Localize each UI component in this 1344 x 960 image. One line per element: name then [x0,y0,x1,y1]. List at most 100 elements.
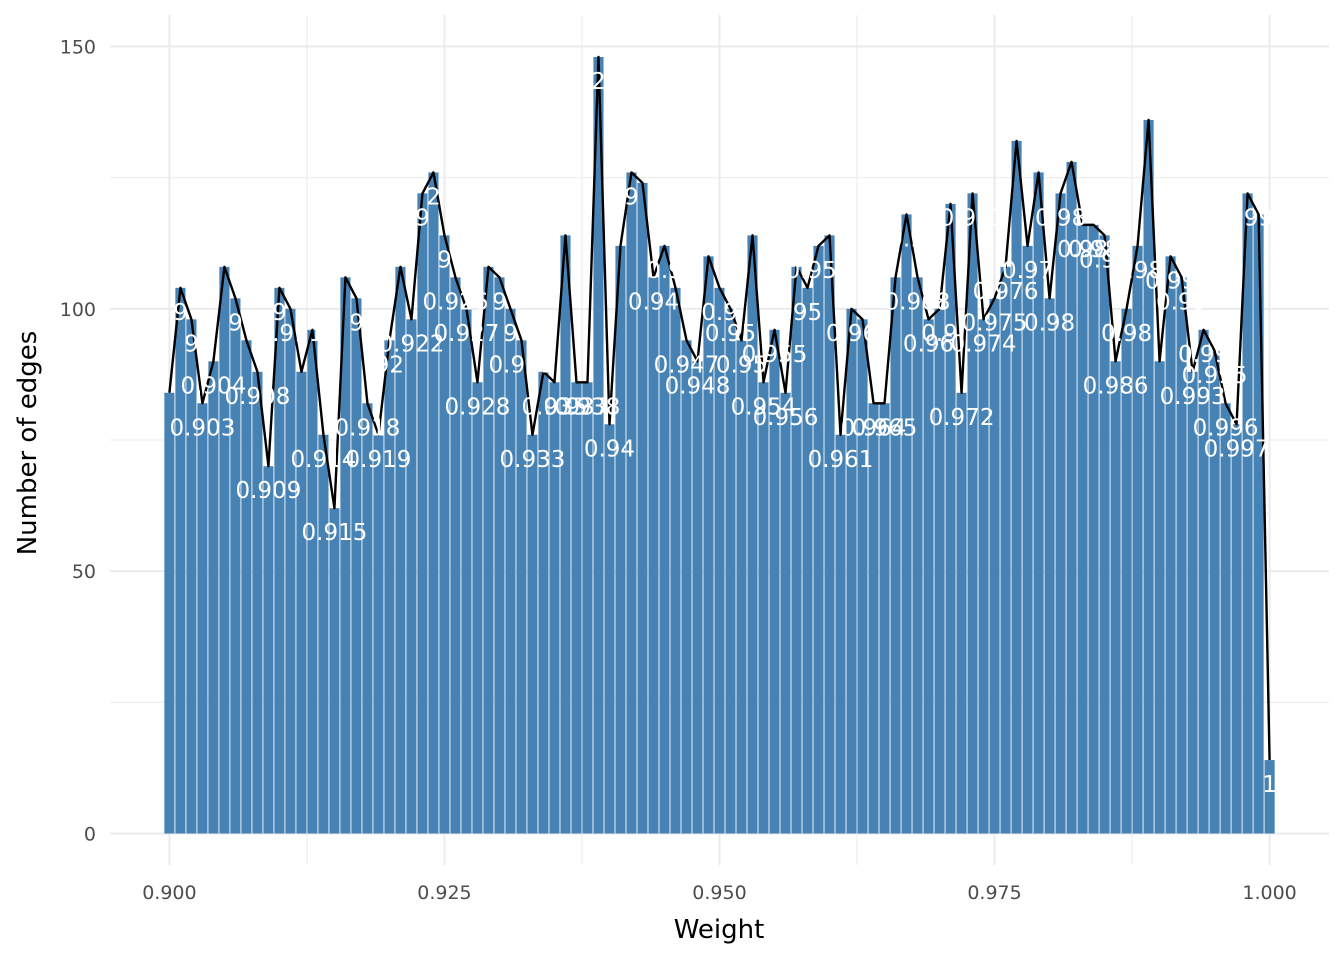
bar-label: 0.98 [1035,205,1086,231]
bar-label: 0.954 [731,394,797,420]
bar [483,266,494,834]
bar-label: 0.9 [646,258,683,284]
bar-label: 0.993 [1160,384,1226,410]
bar [1077,224,1088,834]
bar [285,308,296,834]
x-tick-label: 0.950 [692,882,746,904]
x-tick-label: 0.925 [417,882,471,904]
series-line [168,55,1271,761]
bar-label: 0.95 [716,352,767,378]
bar [758,382,769,834]
bar [1231,424,1242,834]
y-axis-title: Number of edges [13,331,43,556]
bar [1154,361,1165,834]
bar [912,277,923,834]
bar [384,340,395,834]
bar-label: 0.968 [885,289,951,315]
bar-label: 0.98 [1101,321,1152,347]
bar [681,340,692,834]
bar-label: 0.928 [445,394,511,420]
bar [791,266,802,834]
bar [219,266,230,834]
bar [989,298,1000,834]
bar [549,382,560,834]
bar-label: 0.9 [701,300,738,326]
bar-label: 0.972 [929,405,995,431]
bar-label: 0.927 [434,321,500,347]
bar [945,203,956,834]
bar [703,256,714,834]
bar [362,403,373,834]
bar [1000,266,1011,834]
bar-label: 0.909 [235,478,301,504]
bar-label: 0.997 [1204,436,1270,462]
bar [802,287,813,834]
bar-label: 0.96 [903,331,954,357]
bars [164,56,1275,834]
bar-label: 9 [184,331,199,357]
bar-label: 0.99 [1222,205,1273,231]
bar [1165,256,1176,834]
bar [263,466,274,834]
bar [1220,403,1231,834]
bar [318,434,329,834]
bar [560,235,571,834]
bar-label: 0.94 [584,436,635,462]
bar [164,392,175,834]
bar-label: 0.976 [973,279,1039,305]
bar-label: 0.975 [962,310,1028,336]
bar-label: 0.935 [522,394,588,420]
bar [329,508,340,834]
bar [1121,308,1132,834]
bar-label: 0.904 [180,373,246,399]
bar [1198,329,1209,834]
bar [373,434,384,834]
bar-label: 92 [375,352,404,378]
x-axis-title: Weight [674,915,765,945]
bar [494,277,505,834]
bar-label: 0.986 [1083,373,1149,399]
bar [978,319,989,834]
bar [208,361,219,834]
bar [516,340,527,834]
bar [538,371,549,834]
bar [1143,119,1154,834]
bar [1242,193,1253,834]
bar-label: 0.911 [257,321,323,347]
bar-label: 9 [173,300,188,326]
bar [857,319,868,834]
bar-label: 0.933 [500,447,566,473]
bar [439,235,450,834]
bar [1055,193,1066,834]
bar-label: 0.98 [1057,237,1108,263]
bar [1066,161,1077,834]
bar [406,319,417,834]
bar [1088,224,1099,834]
bar [340,277,351,834]
bar-label: 0.915 [302,520,368,546]
bar-label: 0.965 [852,415,918,441]
bar [934,308,945,834]
bar [670,287,681,834]
bar [824,235,835,834]
bar-label: 1 [1262,772,1277,798]
bar-label: 9 [492,289,507,315]
bar-label: 0.955 [742,342,808,368]
bar [197,403,208,834]
bar-label: 0.918 [335,415,401,441]
bar [835,434,846,834]
bar [956,392,967,834]
bar-label: 0.926 [423,289,489,315]
bar [890,277,901,834]
bar [582,382,593,834]
bar [659,245,670,834]
x-tick-label: 0.900 [142,882,196,904]
bar-label: 0.95 [705,321,756,347]
bar [1187,371,1198,834]
bar [461,308,472,834]
bar [1253,214,1264,834]
bar [351,298,362,834]
bar [769,329,780,834]
bar [230,298,241,834]
